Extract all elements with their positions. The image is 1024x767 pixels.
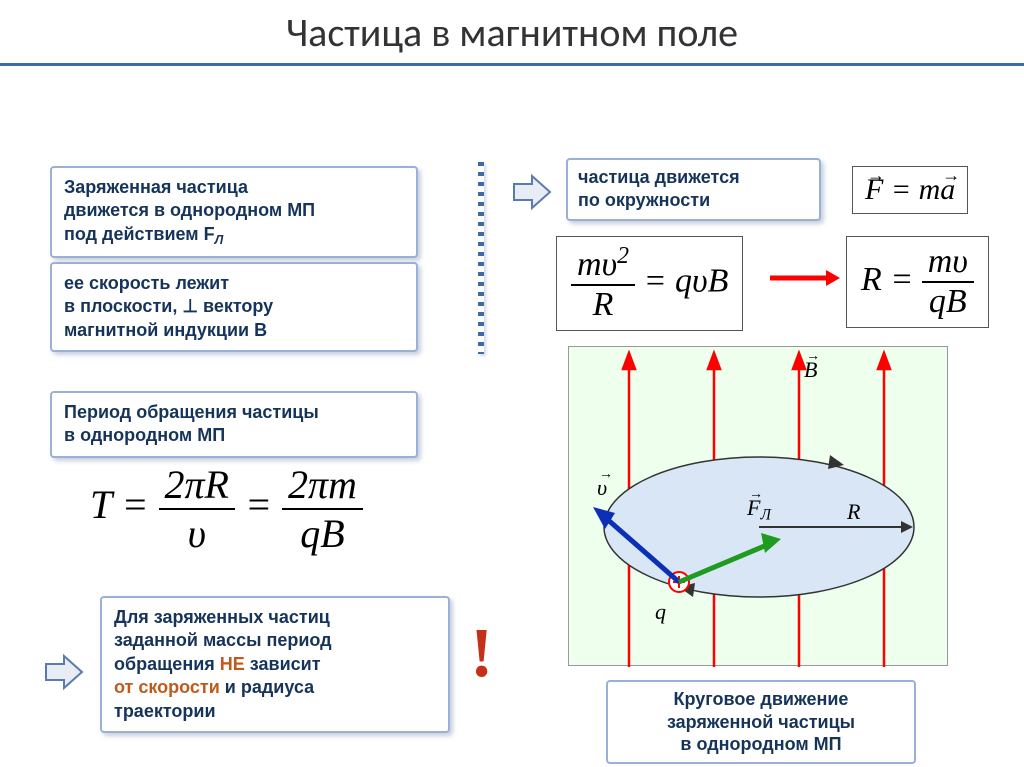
text: Круговое движение: [674, 689, 849, 709]
exclamation-icon: !: [470, 614, 493, 694]
text: движется в однородном МП: [64, 200, 315, 220]
diagram-caption: Круговое движение заряженной частицы в о…: [606, 680, 916, 764]
formula-text: R =: [861, 261, 922, 298]
text: траектории: [114, 701, 216, 721]
arrow-right-icon: [510, 170, 554, 219]
text: заряженной частицы: [667, 712, 855, 732]
text: и радиуса: [220, 677, 314, 697]
text: Заряженная частица: [64, 177, 248, 197]
formula-text: T =: [90, 482, 159, 527]
slide-title-bar: Частица в магнитном поле: [0, 0, 1024, 66]
arrow-right-icon: [42, 650, 86, 699]
formula-text: = m: [883, 173, 940, 206]
formula-num: mυ: [922, 243, 974, 283]
vertical-divider: [478, 162, 484, 354]
formula-lorentz-balance: mυ2 R = qυB: [556, 236, 743, 331]
text: обращения: [114, 654, 220, 674]
text: Период обращения частицы: [64, 402, 319, 422]
subscript: Л: [215, 233, 224, 247]
text: в однородном МП: [680, 734, 841, 754]
text: магнитной индукции B: [64, 320, 267, 340]
label-B: →B: [804, 357, 817, 383]
text: в однородном МП: [64, 425, 225, 445]
box-charged-particle: Заряженная частица движется в однородном…: [50, 166, 418, 258]
formula-newton: →F = m→a: [852, 166, 968, 214]
text: под действием F: [64, 224, 215, 244]
text: Для заряженных частиц: [114, 607, 330, 627]
box-period: Период обращения частицы в однородном МП: [50, 391, 418, 458]
formula-period: T = 2πR υ = 2πm qB: [90, 461, 363, 557]
formula-text: = qυB: [635, 262, 728, 299]
arrow-red-right-icon: [770, 268, 840, 293]
formula-den: qB: [922, 283, 974, 321]
formula-radius: R = mυ qB: [846, 236, 989, 328]
formula-den: qB: [282, 510, 363, 557]
label-R: R: [847, 499, 860, 525]
diagram-circular-motion: →B →υ →FЛ R q: [568, 346, 948, 666]
formula-den: υ: [159, 510, 235, 557]
text: в плоскости, ⊥ вектору: [64, 296, 273, 316]
formula-num: mυ: [577, 246, 617, 283]
text: заданной массы период: [114, 630, 332, 650]
text: зависит: [245, 654, 321, 674]
label-F: →FЛ: [747, 495, 771, 525]
text-highlight: НЕ: [220, 654, 245, 674]
label-v: →υ: [597, 475, 607, 501]
label-q: q: [655, 599, 666, 625]
box-circular-motion: частица движется по окружности: [566, 158, 821, 221]
formula-num: 2πm: [282, 461, 363, 510]
formula-den: R: [571, 286, 635, 324]
formula-text: =: [235, 482, 282, 527]
text-highlight: от скорости: [114, 677, 220, 697]
text: частица движется: [578, 167, 740, 187]
formula-sup: 2: [617, 243, 629, 269]
box-velocity-plane: ее скорость лежит в плоскости, ⊥ вектору…: [50, 262, 418, 352]
box-period-independence: Для заряженных частиц заданной массы пер…: [100, 596, 450, 733]
text: по окружности: [578, 190, 710, 210]
formula-num: 2πR: [159, 461, 235, 510]
text: ее скорость лежит: [64, 273, 229, 293]
slide-title: Частица в магнитном поле: [0, 8, 1024, 57]
